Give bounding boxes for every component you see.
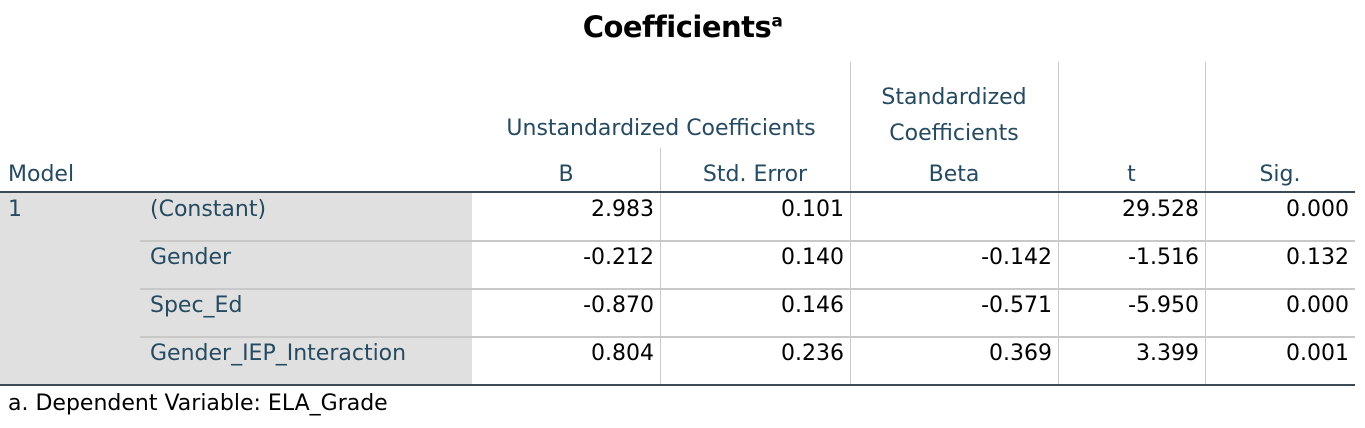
- footnote: a. Dependent Variable: ELA_Grade: [8, 391, 388, 416]
- cell-value: 2.983: [591, 197, 654, 222]
- header-separator: [1058, 62, 1059, 192]
- cell-value: 0.140: [781, 245, 844, 270]
- cell-value: 3.399: [1136, 341, 1199, 366]
- header-separator: [1205, 62, 1206, 192]
- column-header: Std. Error: [702, 162, 808, 187]
- column-separator: [1205, 193, 1206, 385]
- row-label: (Constant): [150, 197, 267, 222]
- cell-value: 0.132: [1286, 245, 1349, 270]
- cell-value: -0.212: [583, 245, 654, 270]
- column-header: Beta: [928, 162, 980, 187]
- header-separator: [660, 148, 661, 192]
- header-rule: [0, 191, 1355, 193]
- cell-value: -0.571: [981, 293, 1052, 318]
- column-header: t: [1127, 162, 1136, 187]
- cell-value: 0.236: [781, 341, 844, 366]
- column-separator: [1058, 193, 1059, 385]
- column-separator: [850, 193, 851, 385]
- cell-value: 0.101: [781, 197, 844, 222]
- column-header: Sig.: [1259, 162, 1301, 187]
- header-separator: [850, 62, 851, 192]
- row-separator: [140, 288, 1355, 290]
- column-header: Model: [8, 162, 75, 187]
- column-header: B: [558, 162, 574, 187]
- cell-value: 0.000: [1286, 197, 1349, 222]
- table-bottom-rule: [0, 384, 1355, 386]
- cell-value: -0.142: [981, 245, 1052, 270]
- cell-value: 0.000: [1286, 293, 1349, 318]
- cell-value: 0.804: [591, 341, 654, 366]
- cell-value: -5.950: [1128, 293, 1199, 318]
- cell-value: 29.528: [1122, 197, 1199, 222]
- row-label: Gender_IEP_Interaction: [150, 341, 407, 366]
- cell-value: -1.516: [1128, 245, 1199, 270]
- model-number: 1: [8, 197, 22, 222]
- cell-value: 0.146: [781, 293, 844, 318]
- group-header: Unstandardized Coefficients: [506, 116, 816, 141]
- title-note: a: [771, 11, 783, 32]
- table-title: Coefficientsa: [0, 10, 1365, 44]
- row-separator: [140, 336, 1355, 338]
- cell-value: -0.870: [583, 293, 654, 318]
- row-label: Gender: [150, 245, 232, 270]
- column-separator: [660, 193, 661, 385]
- row-separator: [140, 240, 1355, 242]
- row-label: Spec_Ed: [150, 293, 243, 318]
- group-header: Standardized Coefficients: [881, 85, 1027, 146]
- cell-value: 0.001: [1286, 341, 1349, 366]
- title-text: Coefficients: [582, 10, 772, 44]
- cell-value: 0.369: [989, 341, 1052, 366]
